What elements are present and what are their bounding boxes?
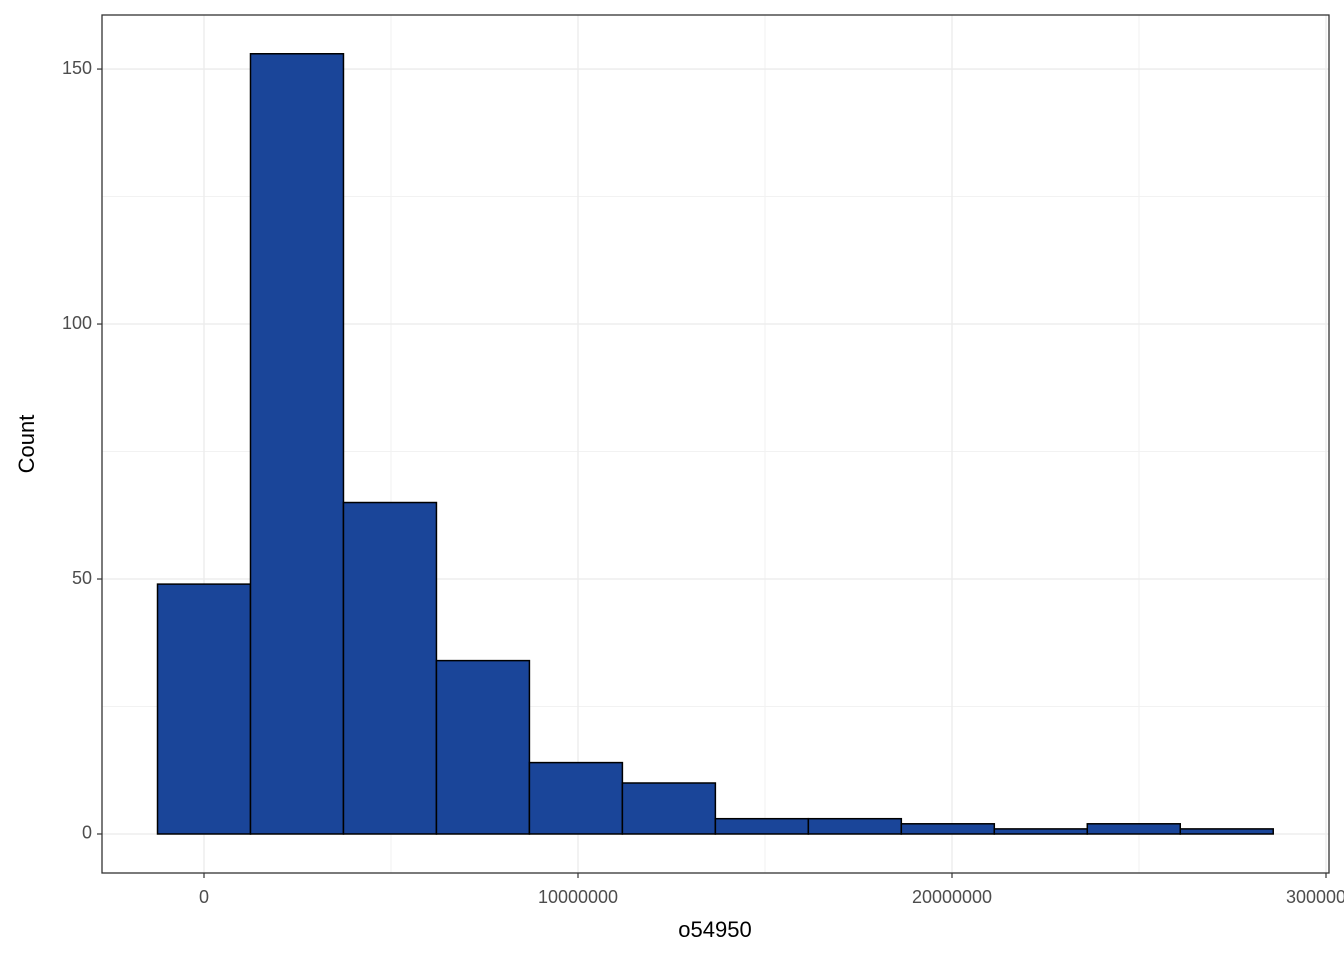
x-tick-label: 20000000: [912, 887, 992, 907]
y-axis-title: Count: [14, 415, 39, 474]
y-tick-label: 150: [62, 58, 92, 78]
x-tick-label: 30000000: [1286, 887, 1344, 907]
panel-border: [101, 14, 1330, 874]
x-axis-title: o54950: [678, 917, 751, 942]
y-tick-label: 100: [62, 313, 92, 333]
bar: [249, 53, 345, 835]
bar: [900, 823, 996, 835]
bar: [435, 659, 531, 835]
bar: [1179, 828, 1274, 835]
bar: [807, 817, 903, 835]
bar: [342, 501, 438, 835]
x-tick-label: 0: [199, 887, 209, 907]
bar: [993, 828, 1089, 835]
bar: [714, 817, 810, 835]
bar: [156, 583, 252, 835]
bar: [528, 761, 624, 835]
bar: [1086, 823, 1182, 835]
bar: [621, 782, 717, 835]
x-tick-label: 10000000: [538, 887, 618, 907]
y-tick-label: 0: [82, 823, 92, 843]
y-tick-label: 50: [72, 568, 92, 588]
